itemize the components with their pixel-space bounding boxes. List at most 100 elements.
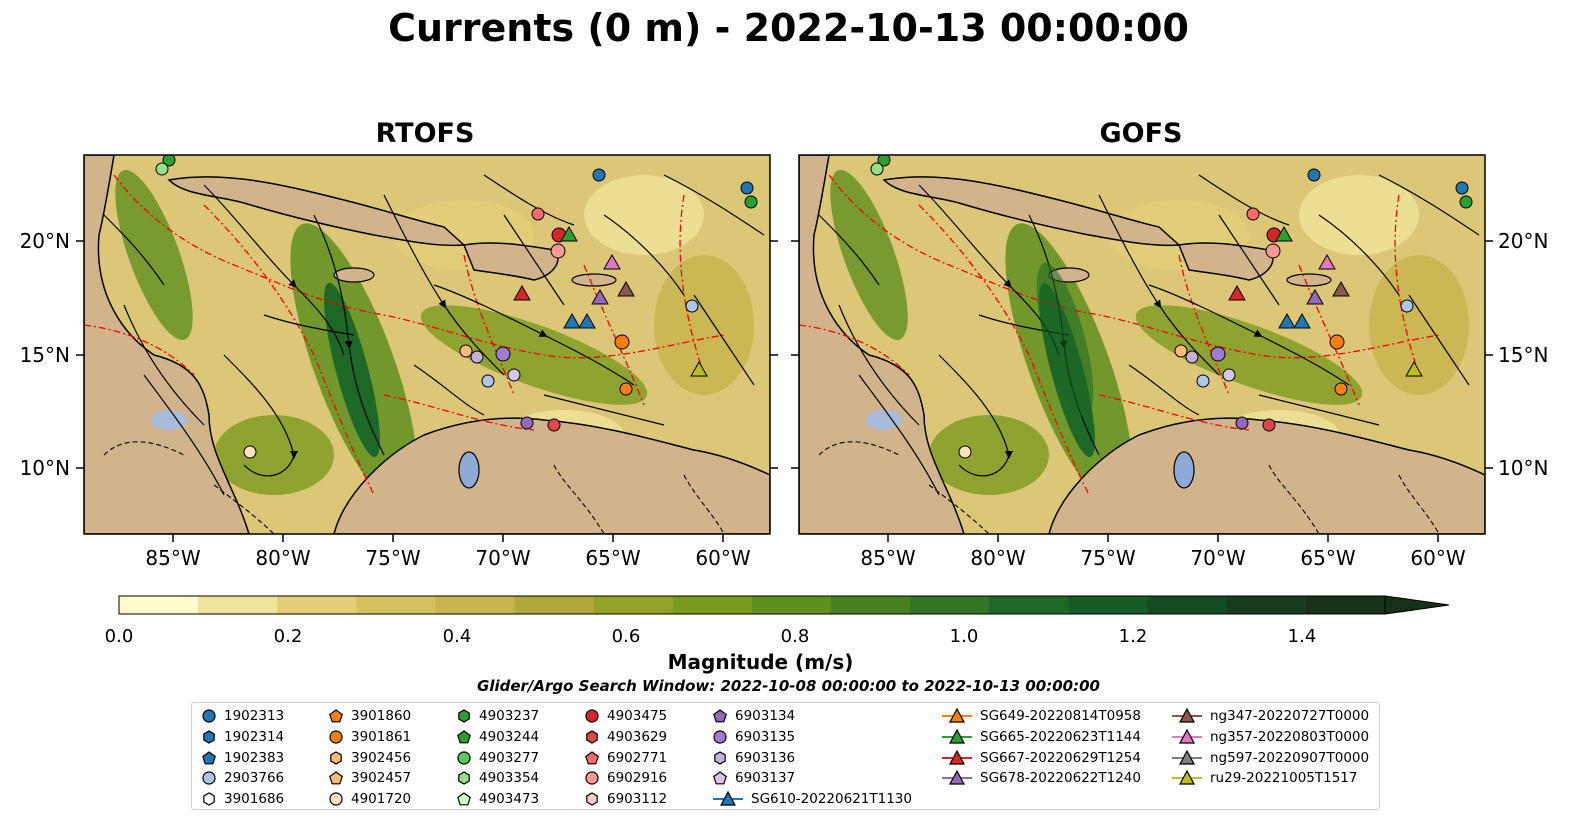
legend-item-label: 6903134 — [735, 708, 796, 725]
legend-item-glider: SG649-20220814T0958 — [940, 706, 1141, 727]
colorbar-segment — [593, 596, 674, 614]
hexagon-marker-icon — [586, 730, 598, 744]
pentagon-marker-icon — [713, 709, 727, 723]
colorbar-extend-arrow — [1384, 595, 1450, 615]
legend-item-glider: SG665-20220623T1144 — [940, 727, 1141, 748]
circle-marker-icon — [202, 709, 216, 723]
legend-item-label: 4903244 — [479, 729, 540, 746]
colorbar-segment — [1068, 596, 1149, 614]
triangle-marker-icon — [942, 770, 972, 786]
xtick-left-85w: 85°W — [145, 546, 200, 570]
pentagon-marker-icon — [457, 792, 471, 806]
cbar-tick-0-6: 0.6 — [612, 626, 641, 647]
legend-item-label: SG610-20220621T1130 — [751, 791, 912, 808]
legend-item-label: 4903354 — [479, 770, 540, 787]
legend-item-argo: 4901720 — [327, 789, 411, 810]
triangle-marker-icon — [942, 708, 972, 723]
legend-item-label: SG665-20220623T1144 — [980, 729, 1141, 746]
colorbar-segment — [752, 596, 832, 614]
triangle-marker-icon — [942, 728, 972, 744]
colorbar-segment — [910, 596, 990, 614]
legend-item-label: 4901720 — [351, 791, 412, 808]
ytick-left-10n: 10°N — [20, 456, 70, 480]
colorbar-segment — [356, 596, 436, 614]
hexagon-marker-icon — [203, 730, 215, 744]
xtick-left-70w: 70°W — [475, 546, 530, 570]
legend-item-argo: 6903137 — [711, 768, 912, 789]
map-frame-rtofs — [83, 154, 771, 535]
legend-item-argo: 4903473 — [455, 789, 539, 810]
legend-item-argo: 6902916 — [583, 768, 667, 789]
colorbar-segment — [1147, 596, 1228, 614]
triangle-marker-icon — [1172, 728, 1202, 744]
circle-marker-icon — [202, 771, 216, 786]
legend-item-glider: ng597-20220907T0000 — [1170, 747, 1369, 768]
panel-title-rtofs: RTOFS — [375, 118, 475, 149]
legend-item-argo: 3901860 — [327, 706, 411, 727]
legend-item-label: 1902383 — [224, 749, 285, 766]
panel-title-gofs: GOFS — [1099, 118, 1183, 149]
hexagon-marker-icon — [330, 751, 342, 765]
cbar-tick-0-8: 0.8 — [781, 626, 810, 647]
cbar-tick-0-4: 0.4 — [443, 626, 472, 647]
legend-item-argo: 1902383 — [200, 747, 284, 768]
legend-item-label: SG649-20220814T0958 — [980, 708, 1141, 725]
legend-item-label: 3901860 — [351, 708, 412, 725]
legend-item-label: SG667-20220629T1254 — [980, 749, 1141, 766]
search-window-text: Glider/Argo Search Window: 2022-10-08 00… — [477, 677, 1100, 695]
circle-marker-icon — [457, 751, 471, 765]
legend-item-label: 6903112 — [607, 791, 668, 808]
legend-item-argo: 3902457 — [327, 768, 411, 789]
cbar-tick-0-0: 0.0 — [105, 626, 134, 647]
legend-item-argo: 3901861 — [327, 727, 411, 748]
figure-title: Currents (0 m) - 2022-10-13 00:00:00 — [388, 6, 1189, 50]
colorbar-segment — [198, 596, 278, 614]
legend-item-glider: SG667-20220629T1254 — [940, 747, 1141, 768]
colorbar-segment — [435, 596, 516, 614]
xtick-right-80w: 80°W — [970, 546, 1025, 570]
legend-item-label: 6903136 — [735, 749, 796, 766]
legend-item-glider: ng357-20220803T0000 — [1170, 727, 1369, 748]
triangle-marker-icon — [713, 790, 743, 806]
xtick-right-75w: 75°W — [1080, 546, 1135, 570]
pentagon-marker-icon — [457, 730, 471, 744]
pentagon-marker-icon — [585, 750, 599, 765]
triangle-marker-icon — [1172, 770, 1202, 786]
legend-item-argo: 2903766 — [200, 768, 284, 789]
ytick-left-20n: 20°N — [20, 229, 70, 253]
colorbar-frame — [118, 595, 1386, 615]
cbar-tick-0-2: 0.2 — [274, 626, 303, 647]
xtick-left-80w: 80°W — [255, 546, 310, 570]
legend: 1902313 1902314 1902383 2903766 3901686 3901… — [191, 702, 1380, 810]
triangle-marker-icon — [942, 749, 972, 765]
circle-marker-icon — [585, 709, 599, 723]
ytick-left-15n: 15°N — [20, 343, 70, 367]
hexagon-marker-icon — [586, 792, 598, 806]
legend-item-label: 6902916 — [607, 770, 668, 787]
map-frame-gofs — [798, 154, 1486, 535]
legend-item-label: 4903629 — [607, 729, 668, 746]
legend-item-label: 4903237 — [479, 708, 540, 725]
legend-item-label: 6903137 — [735, 770, 796, 787]
colorbar-segment — [1226, 596, 1307, 614]
legend-item-label: 3902457 — [351, 770, 412, 787]
pentagon-marker-icon — [202, 750, 216, 765]
legend-item-argo: 4903277 — [455, 747, 539, 768]
legend-item-argo: 3902456 — [327, 747, 411, 768]
hexagon-marker-icon — [203, 792, 215, 806]
legend-item-argo: 1902314 — [200, 727, 284, 748]
legend-item-argo: 4903629 — [583, 727, 667, 748]
legend-item-label: 4903473 — [479, 791, 540, 808]
legend-item-argo: 6902771 — [583, 747, 667, 768]
legend-item-glider: SG678-20220622T1240 — [940, 768, 1141, 789]
cbar-tick-1-2: 1.2 — [1119, 626, 1148, 647]
ytick-right-15n: 15°N — [1498, 343, 1548, 367]
legend-item-label: 6903135 — [735, 729, 796, 746]
legend-item-label: 4903277 — [479, 749, 540, 766]
map-panel-gofs — [799, 154, 1485, 534]
circle-marker-icon — [329, 792, 343, 806]
circle-marker-icon — [329, 730, 343, 744]
map-panel-rtofs — [84, 154, 770, 534]
legend-item-label: SG678-20220622T1240 — [980, 770, 1141, 787]
